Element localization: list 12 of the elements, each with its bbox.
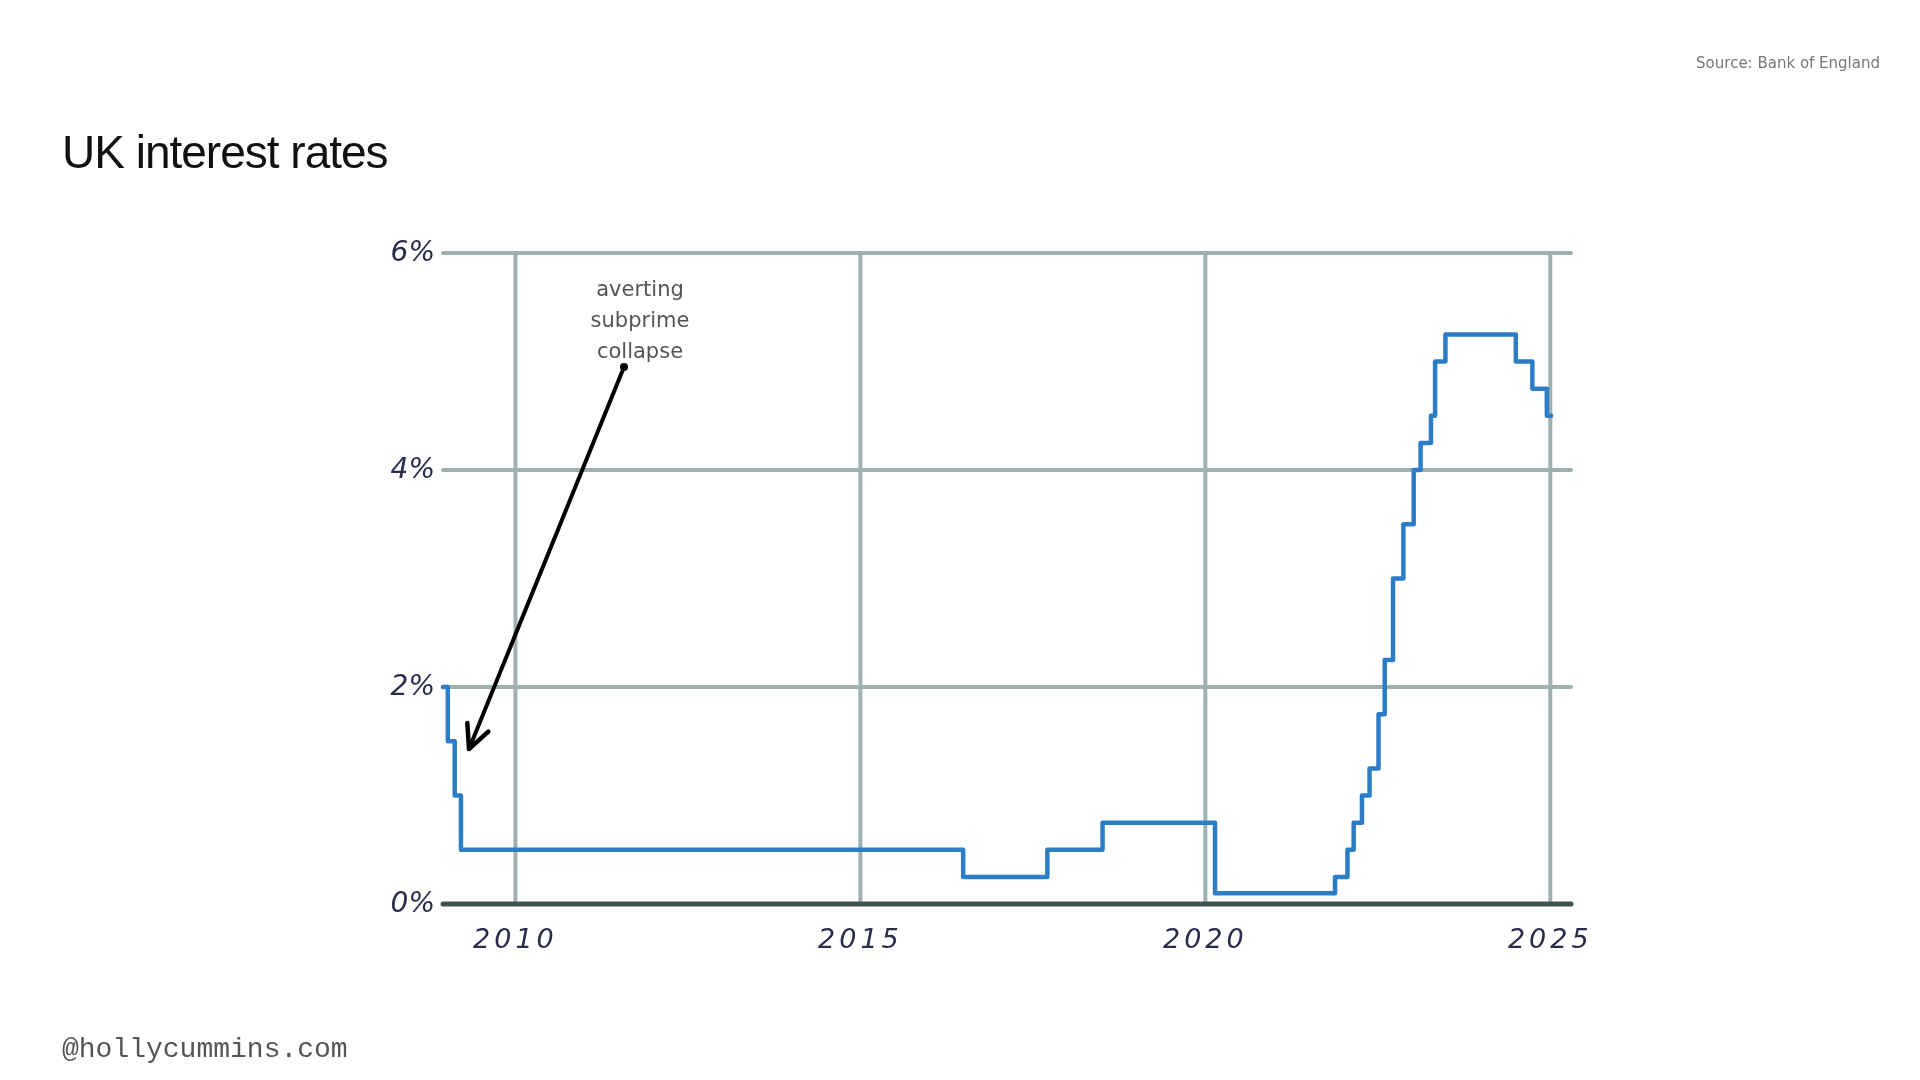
x-tick-label: 2020 — [1162, 923, 1248, 954]
y-tick-label: 0% — [390, 886, 435, 919]
x-tick-label: 2025 — [1507, 923, 1593, 954]
chart-title: UK interest rates — [62, 126, 388, 178]
source-note: Source: Bank of England — [1696, 54, 1880, 72]
y-tick-label: 4% — [390, 452, 435, 485]
y-tick-label: 2% — [390, 669, 435, 702]
x-tick-label: 2015 — [818, 923, 903, 954]
y-tick-label: 6% — [390, 235, 435, 268]
x-tick-label: 2010 — [473, 923, 558, 954]
text: @hollycummins.com — [62, 1034, 348, 1065]
annotation: averting subprime collapse — [590, 277, 690, 363]
